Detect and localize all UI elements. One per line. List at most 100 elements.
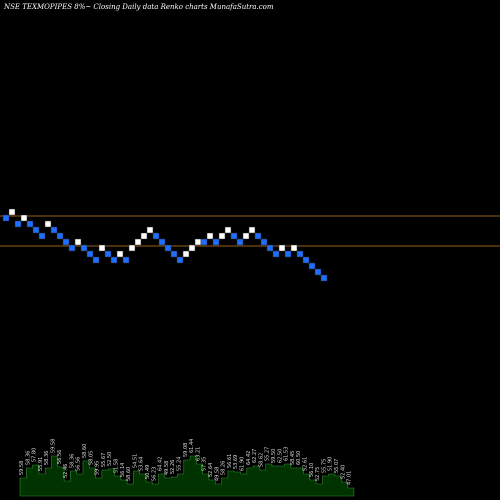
renko-brick: [158, 238, 166, 246]
volume-label: 57.80: [32, 448, 38, 462]
renko-brick: [248, 226, 256, 234]
volume-label: 59.58: [19, 461, 25, 475]
renko-brick: [200, 238, 208, 246]
renko-brick: [98, 244, 106, 252]
renko-brick: [2, 214, 10, 222]
volume-label: 52.40: [340, 465, 346, 479]
renko-brick: [266, 244, 274, 252]
volume-label: 52.61: [303, 457, 309, 471]
volume-label: 61.53: [284, 447, 290, 461]
volume-label: 47.01: [347, 471, 353, 485]
volume-label: 57.35: [202, 457, 208, 471]
renko-brick: [236, 238, 244, 246]
renko-brick: [188, 244, 196, 252]
volume-label: 51.90: [328, 457, 334, 471]
renko-brick: [140, 232, 148, 240]
renko-brick: [230, 232, 238, 240]
renko-brick: [224, 226, 232, 234]
volume-label: 55.91: [38, 457, 44, 471]
renko-brick: [134, 238, 142, 246]
volume-label: 49.58: [164, 461, 170, 475]
volume-area: [19, 455, 355, 497]
renko-brick: [314, 268, 322, 276]
renko-brick: [62, 238, 70, 246]
renko-brick: [110, 256, 118, 264]
volume-label: 58.62: [258, 453, 264, 467]
renko-brick: [68, 244, 76, 252]
volume-label: 60.50: [296, 451, 302, 465]
renko-brick: [218, 232, 226, 240]
renko-brick: [80, 244, 88, 252]
volume-label: 55.75: [321, 459, 327, 473]
volume-label: 59.58: [51, 439, 57, 453]
renko-brick: [272, 250, 280, 258]
volume-label: 58.60: [82, 444, 88, 458]
renko-brick: [182, 250, 190, 258]
renko-brick: [242, 232, 250, 240]
renko-brick: [254, 232, 262, 240]
volume-label: 63.21: [195, 447, 201, 461]
volume-label: 61.90: [240, 457, 246, 471]
renko-brick: [284, 250, 292, 258]
renko-brick: [74, 238, 82, 246]
volume-label: 52.75: [315, 467, 321, 481]
volume-label: 56.10: [309, 463, 315, 477]
renko-brick: [128, 244, 136, 252]
volume-label: 61.44: [189, 439, 195, 453]
renko-brick: [302, 256, 310, 264]
renko-brick: [92, 256, 100, 264]
renko-brick: [146, 226, 154, 234]
renko-brick: [176, 256, 184, 264]
renko-brick: [212, 238, 220, 246]
volume-label: 55.07: [334, 459, 340, 473]
volume-profile: [19, 455, 355, 497]
renko-brick: [296, 250, 304, 258]
volume-label: 58.45: [290, 451, 296, 465]
volume-label: 51.58: [114, 459, 120, 473]
renko-brick: [104, 250, 112, 258]
renko-brick: [26, 220, 34, 228]
renko-brick: [86, 250, 94, 258]
volume-label: 55.24: [177, 457, 183, 471]
volume-label: 56.23: [151, 467, 157, 481]
renko-brick: [290, 244, 298, 252]
volume-label: 62.50: [277, 449, 283, 463]
renko-brick: [14, 220, 22, 228]
volume-label: 56.14: [120, 463, 126, 477]
renko-brick: [32, 226, 40, 234]
volume-label: 52.50: [107, 452, 113, 466]
volume-label: 52.46: [63, 464, 69, 478]
volume-label: 53.69: [233, 455, 239, 469]
renko-brick: [164, 244, 172, 252]
volume-label: 55.27: [265, 447, 271, 461]
volume-label: 52.64: [208, 463, 214, 477]
renko-brick: [260, 238, 268, 246]
renko-bricks: [2, 208, 328, 282]
volume-label: 59.50: [271, 449, 277, 463]
renko-brick: [308, 262, 316, 270]
volume-label: 58.36: [44, 451, 50, 465]
volume-label: 64.42: [246, 451, 252, 465]
renko-brick: [8, 208, 16, 216]
volume-label: 58.05: [88, 451, 94, 465]
renko-brick: [44, 220, 52, 228]
volume-label: 49.58: [214, 467, 220, 481]
renko-brick: [152, 232, 160, 240]
volume-label: 59.08: [183, 443, 189, 457]
volume-label: 54.51: [132, 454, 138, 468]
volume-label: 56.56: [76, 457, 82, 471]
renko-brick: [122, 256, 130, 264]
volume-label: 64.42: [158, 457, 164, 471]
renko-brick: [50, 226, 58, 234]
renko-brick: [56, 232, 64, 240]
renko-brick: [278, 244, 286, 252]
volume-label: 56.61: [227, 454, 233, 468]
renko-brick: [20, 214, 28, 222]
volume-label: 58.36: [69, 454, 75, 468]
volume-label: 58.36: [25, 451, 31, 465]
volume-label: 58.26: [221, 461, 227, 475]
volume-label: 52.26: [170, 460, 176, 474]
renko-brick: [116, 250, 124, 258]
